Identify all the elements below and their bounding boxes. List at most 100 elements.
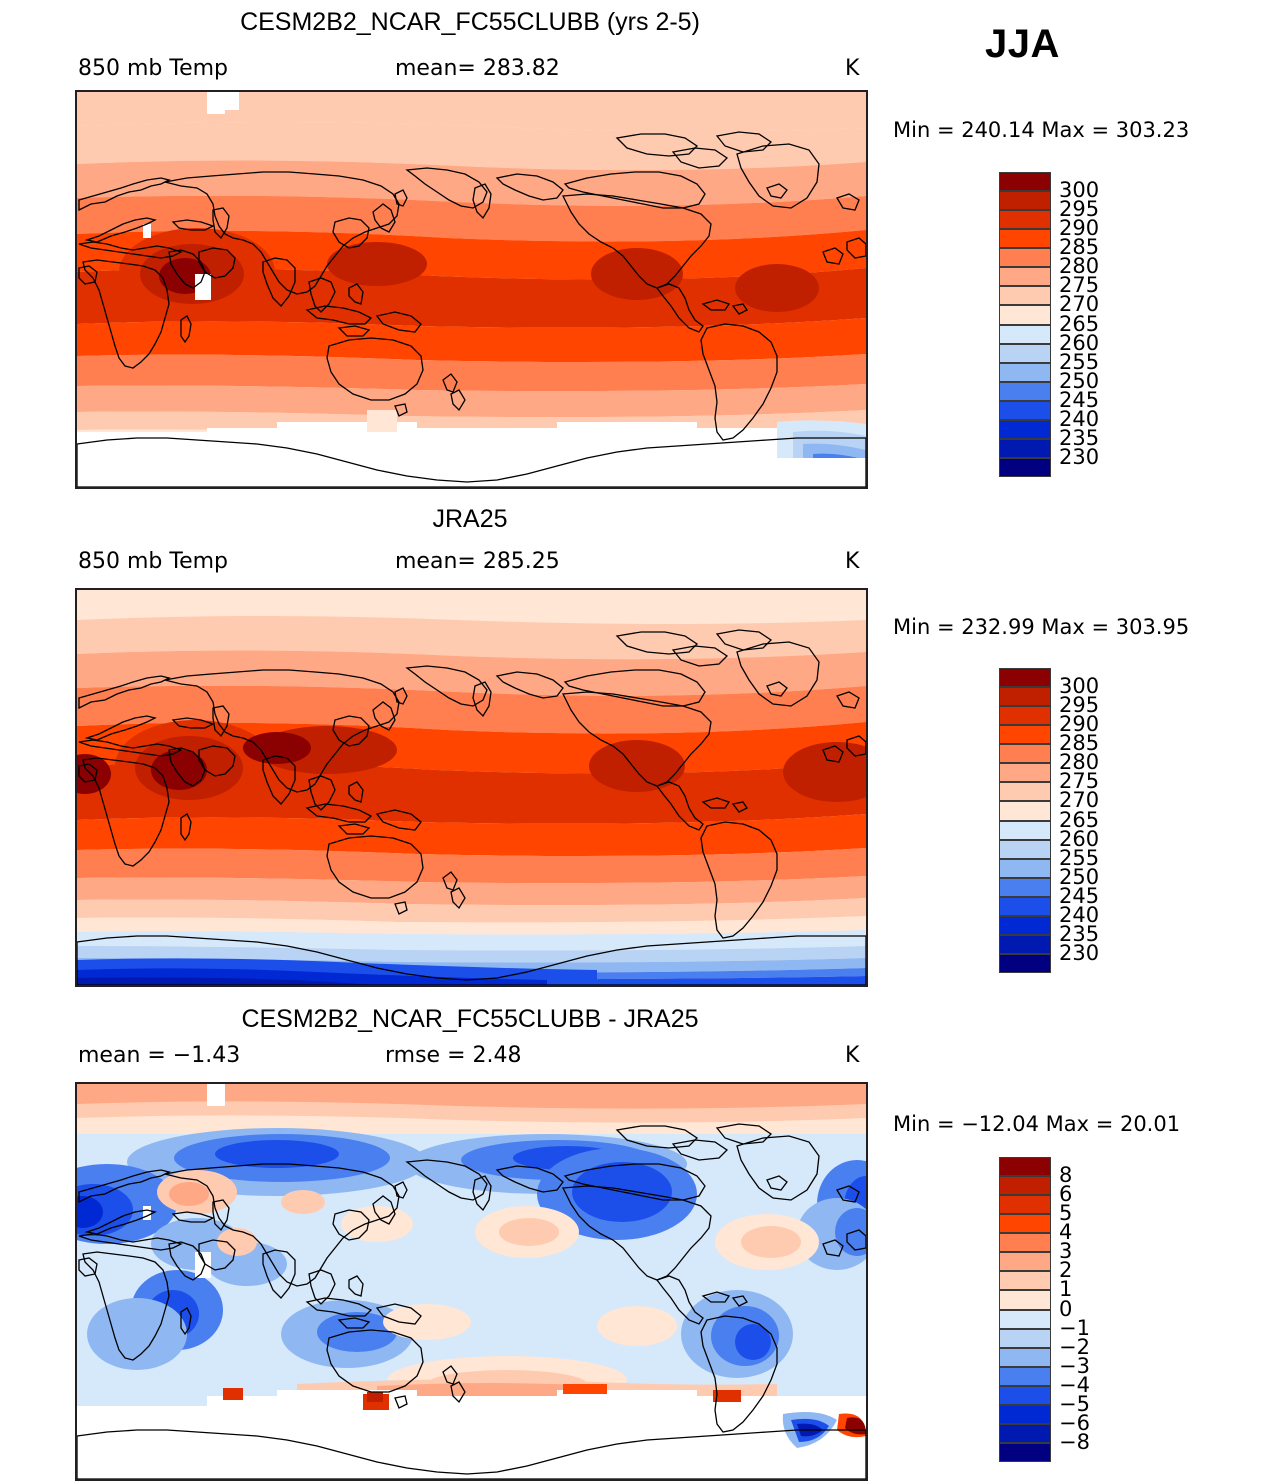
colorbar-swatch bbox=[999, 1328, 1051, 1348]
colorbar-swatch bbox=[999, 1271, 1051, 1291]
colorbar-swatch bbox=[999, 820, 1051, 840]
colorbar-swatch bbox=[999, 687, 1051, 707]
colorbar-tick-label: 3 bbox=[1059, 1239, 1073, 1264]
colorbar-swatch bbox=[999, 1195, 1051, 1215]
colorbar-swatch bbox=[999, 229, 1051, 249]
colorbar-swatch bbox=[999, 381, 1051, 401]
panel-diff-title: CESM2B2_NCAR_FC55CLUBB - JRA25 bbox=[241, 1005, 699, 1033]
colorbar-tick-label: 275 bbox=[1059, 769, 1100, 794]
colorbar-swatch bbox=[999, 1157, 1051, 1177]
colorbar-swatch bbox=[999, 801, 1051, 821]
colorbar-temperature-obs: 300 295 290 285 280 275 270 265 260 255 250 245 240 2… bbox=[999, 668, 1179, 973]
colorbar-tick-label: 280 bbox=[1059, 254, 1100, 279]
colorbar-tick-label: 295 bbox=[1059, 693, 1100, 718]
colorbar-tick-label: 265 bbox=[1059, 311, 1100, 336]
colorbar-swatch bbox=[999, 419, 1051, 439]
colorbar-swatch bbox=[999, 1214, 1051, 1234]
colorbar-tick-label: 1 bbox=[1059, 1277, 1073, 1302]
colorbar-tick-label: 8 bbox=[1059, 1163, 1073, 1188]
colorbar-tick-label: 255 bbox=[1059, 349, 1100, 374]
colorbar-swatch bbox=[999, 248, 1051, 268]
colorbar-tick-label: 270 bbox=[1059, 292, 1100, 317]
colorbar-swatch bbox=[999, 457, 1051, 477]
panel-model-title: CESM2B2_NCAR_FC55CLUBB (yrs 2-5) bbox=[240, 8, 700, 36]
colorbar-tick-label: 6 bbox=[1059, 1182, 1073, 1207]
panel-obs-mean: mean= 285.25 bbox=[395, 549, 560, 574]
colorbar-tick-label: 290 bbox=[1059, 712, 1100, 737]
colorbar-swatch bbox=[999, 362, 1051, 382]
colorbar-tick-label: 2 bbox=[1059, 1258, 1073, 1283]
colorbar-tick-label: 235 bbox=[1059, 921, 1100, 946]
colorbar-tick-label: −1 bbox=[1059, 1315, 1090, 1340]
colorbar-swatch bbox=[999, 1252, 1051, 1272]
colorbar-swatch bbox=[999, 172, 1051, 192]
map-obs-field bbox=[77, 590, 866, 985]
colorbar-difference: 8 6 5 4 3 2 1 0 −1 −2 −3 −4 −5 −6 −8 bbox=[999, 1157, 1179, 1462]
colorbar-tick-label: 250 bbox=[1059, 368, 1100, 393]
colorbar-swatch bbox=[999, 305, 1051, 325]
colorbar-swatch bbox=[999, 1347, 1051, 1367]
colorbar-tick-label: 250 bbox=[1059, 864, 1100, 889]
map-diff bbox=[75, 1082, 868, 1481]
colorbar-tick-label: 240 bbox=[1059, 902, 1100, 927]
colorbar-swatch bbox=[999, 896, 1051, 916]
colorbar-tick-label: 280 bbox=[1059, 750, 1100, 775]
colorbar-tick-label: −3 bbox=[1059, 1353, 1090, 1378]
colorbar-tick-label: 5 bbox=[1059, 1201, 1073, 1226]
colorbar-tick-label: −2 bbox=[1059, 1334, 1090, 1359]
colorbar-swatch bbox=[999, 343, 1051, 363]
colorbar-tick-label: −5 bbox=[1059, 1391, 1090, 1416]
colorbar-swatch bbox=[999, 286, 1051, 306]
colorbar-swatch bbox=[999, 1404, 1051, 1424]
colorbar-tick-label: 275 bbox=[1059, 273, 1100, 298]
colorbar-swatch bbox=[999, 1385, 1051, 1405]
colorbar-tick-label: 230 bbox=[1059, 444, 1100, 469]
colorbar-tick-label: 255 bbox=[1059, 845, 1100, 870]
minmax-model: Min = 240.14 Max = 303.23 bbox=[893, 118, 1190, 142]
colorbar-tick-label: −4 bbox=[1059, 1372, 1090, 1397]
colorbar-tick-label: 300 bbox=[1059, 178, 1100, 203]
colorbar-swatch bbox=[999, 953, 1051, 973]
colorbar-swatch bbox=[999, 839, 1051, 859]
minmax-obs: Min = 232.99 Max = 303.95 bbox=[893, 615, 1190, 639]
panel-diff-rmse: rmse = 2.48 bbox=[385, 1043, 522, 1068]
colorbar-temperature-model: 300 295 290 285 280 275 270 265 260 255 250 245 240 2… bbox=[999, 172, 1179, 477]
panel-diff-units: K bbox=[845, 1043, 860, 1068]
map-model bbox=[75, 90, 868, 489]
panel-obs-title: JRA25 bbox=[432, 505, 508, 533]
colorbar-swatch bbox=[999, 915, 1051, 935]
colorbar-swatch bbox=[999, 744, 1051, 764]
colorbar-tick-label: 300 bbox=[1059, 674, 1100, 699]
colorbar-tick-label: 295 bbox=[1059, 197, 1100, 222]
colorbar-swatch bbox=[999, 324, 1051, 344]
colorbar-tick-label: 290 bbox=[1059, 216, 1100, 241]
colorbar-tick-label: 0 bbox=[1059, 1296, 1073, 1321]
colorbar-tick-label: 235 bbox=[1059, 425, 1100, 450]
colorbar-tick-label: 285 bbox=[1059, 235, 1100, 260]
colorbar-swatch bbox=[999, 400, 1051, 420]
colorbar-tick-label: 265 bbox=[1059, 807, 1100, 832]
colorbar-swatch bbox=[999, 1176, 1051, 1196]
colorbar-swatch bbox=[999, 1423, 1051, 1443]
colorbar-swatch bbox=[999, 706, 1051, 726]
panel-obs-units: K bbox=[845, 549, 860, 574]
colorbar-swatch bbox=[999, 725, 1051, 745]
colorbar-swatch bbox=[999, 877, 1051, 897]
colorbar-tick-label: 230 bbox=[1059, 940, 1100, 965]
map-diff-field bbox=[77, 1084, 866, 1479]
colorbar-swatch bbox=[999, 210, 1051, 230]
colorbar-tick-label: 4 bbox=[1059, 1220, 1073, 1245]
panel-model-mean: mean= 283.82 bbox=[395, 56, 560, 81]
colorbar-tick-label: 240 bbox=[1059, 406, 1100, 431]
colorbar-swatch bbox=[999, 1309, 1051, 1329]
colorbar-tick-label: 285 bbox=[1059, 731, 1100, 756]
colorbar-swatch bbox=[999, 858, 1051, 878]
colorbar-swatch bbox=[999, 1442, 1051, 1462]
colorbar-swatch bbox=[999, 191, 1051, 211]
map-diff-svg bbox=[77, 1084, 866, 1479]
panel-model-units: K bbox=[845, 56, 860, 81]
panel-obs-field-label: 850 mb Temp bbox=[78, 549, 229, 574]
panel-diff-mean: mean = −1.43 bbox=[78, 1043, 241, 1068]
map-obs-svg bbox=[77, 590, 866, 985]
season-label: JJA bbox=[985, 22, 1060, 66]
